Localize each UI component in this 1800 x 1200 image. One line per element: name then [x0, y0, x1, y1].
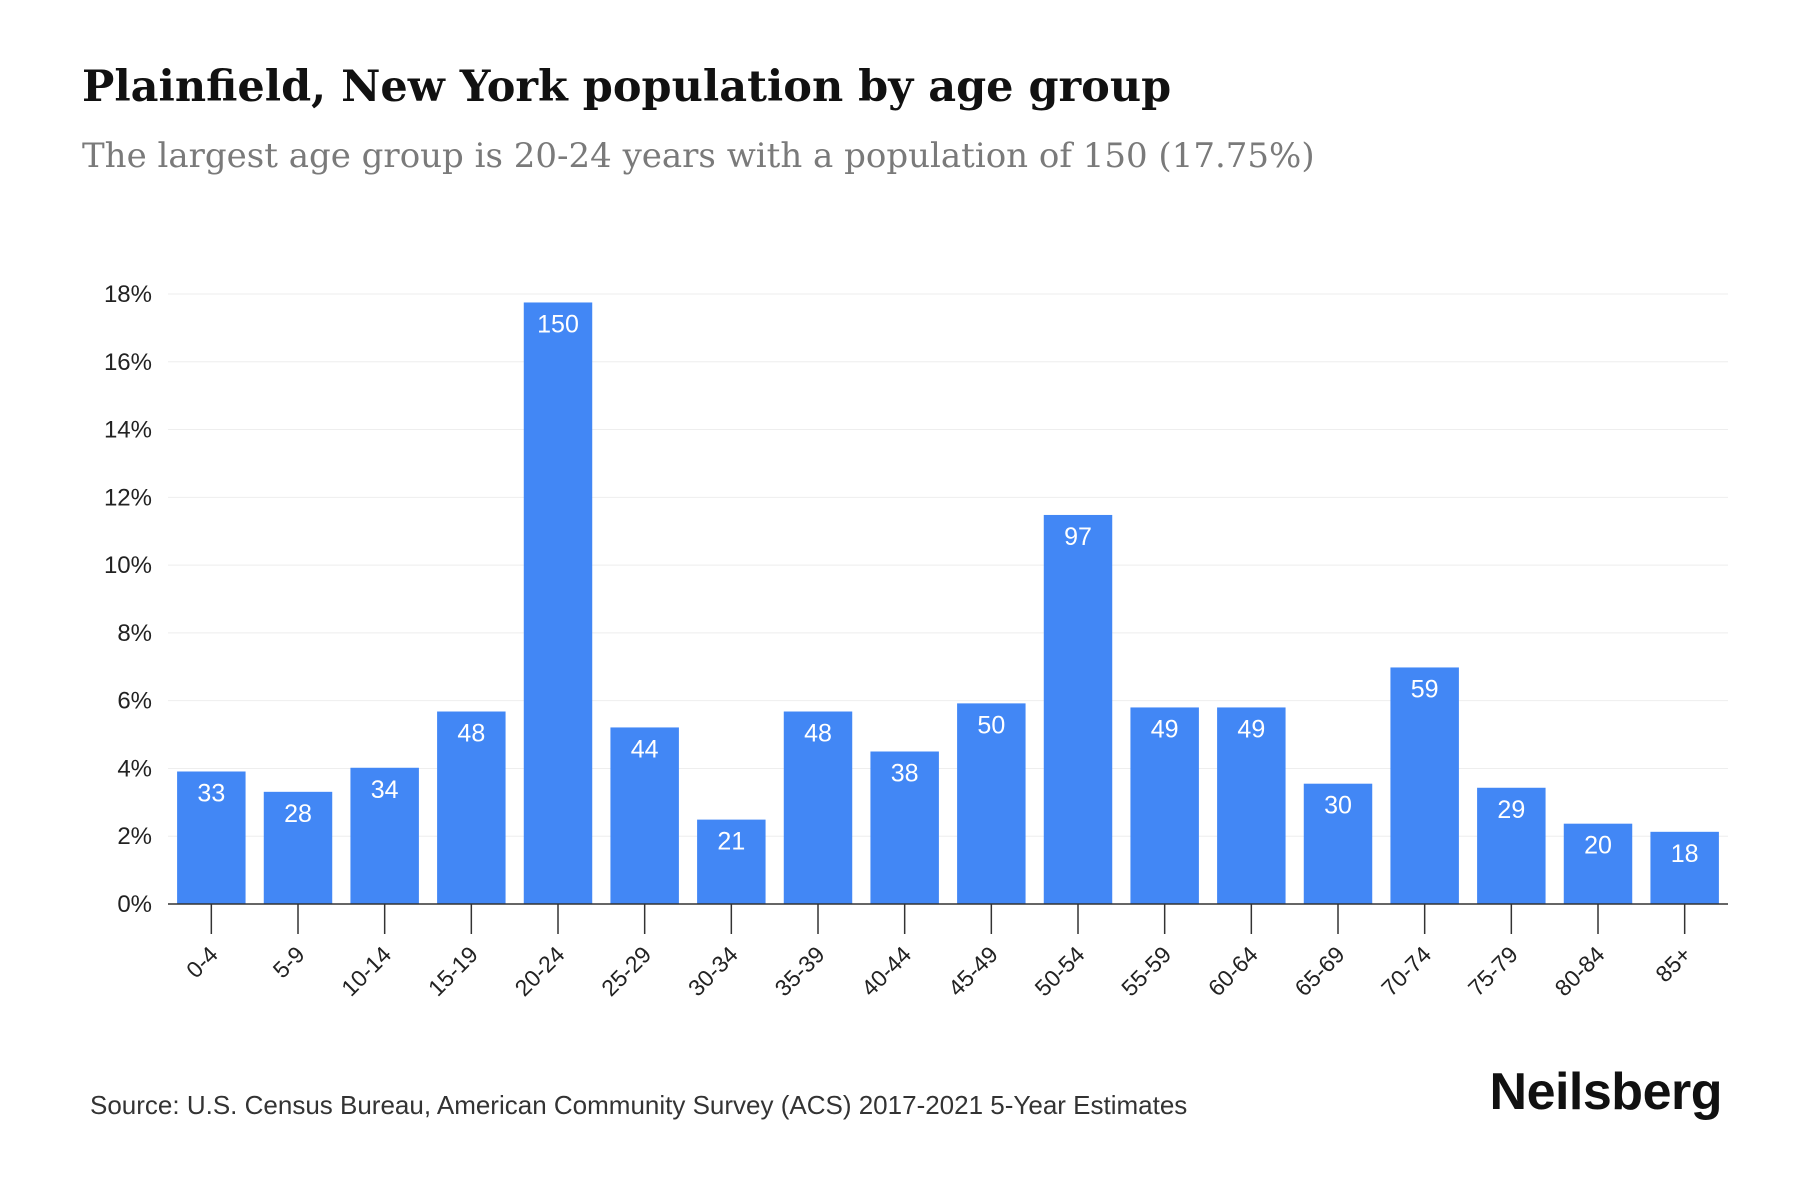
x-tick-label: 35-39 — [770, 941, 830, 1001]
bar-value-label: 30 — [1324, 792, 1352, 820]
bar-value-label: 59 — [1411, 675, 1439, 703]
y-tick-label: 8% — [117, 620, 152, 647]
x-tick-label: 5-9 — [268, 941, 310, 983]
x-tick-label: 85+ — [1650, 941, 1696, 987]
chart-title: Plainfield, New York population by age g… — [82, 62, 1172, 112]
bar — [350, 767, 419, 904]
y-tick-label: 16% — [104, 349, 152, 376]
bar — [437, 711, 506, 904]
y-tick-label: 10% — [104, 552, 152, 579]
bar-value-label: 50 — [977, 711, 1005, 739]
x-tick-label: 20-24 — [510, 941, 570, 1001]
bar-value-label: 18 — [1671, 840, 1699, 868]
x-axis-labels: 0-4 5-9 10-14 15-19 20-24 25-29 30-34 35-39 40-4… — [181, 941, 1696, 1001]
y-tick-label: 18% — [104, 281, 152, 308]
bar — [957, 703, 1026, 904]
y-tick-label: 12% — [104, 484, 152, 511]
bar — [177, 771, 246, 904]
x-tick-label: 30-34 — [683, 941, 743, 1001]
bar — [1563, 823, 1633, 904]
bar — [697, 819, 766, 904]
x-tick-label: 50-54 — [1030, 941, 1090, 1001]
y-tick-label: 2% — [117, 823, 152, 850]
x-tick-label: 75-79 — [1463, 941, 1523, 1001]
y-tick-label: 0% — [117, 891, 152, 918]
y-tick-label: 4% — [117, 755, 152, 782]
bar-value-label: 49 — [1151, 715, 1179, 743]
bar-value-label: 20 — [1584, 832, 1612, 860]
chart-subtitle: The largest age group is 20-24 years wit… — [82, 136, 1315, 176]
bar-value-label: 34 — [371, 776, 399, 804]
y-tick-label: 6% — [117, 688, 152, 715]
bar-value-label: 44 — [631, 735, 659, 763]
bar — [870, 751, 939, 904]
bars: 33 28 34 48 150 44 21 48 38 50 97 49 49 30 59 29 20 18 — [177, 302, 1719, 904]
x-tick-label: 55-59 — [1116, 941, 1176, 1001]
x-tick-label: 70-74 — [1376, 941, 1436, 1001]
x-tick-label: 10-14 — [336, 941, 396, 1001]
bar-chart: 0% 2% 4% 6% 8% 10% 12% 14% 16% 18% 33 28 34 48 150 44 2… — [104, 281, 1728, 1001]
x-tick-label: 25-29 — [596, 941, 656, 1001]
x-axis — [168, 903, 1728, 934]
bar — [523, 302, 593, 904]
bar-value-label: 21 — [717, 828, 745, 856]
bar — [1650, 831, 1719, 904]
bar-value-label: 33 — [197, 779, 225, 807]
x-tick-label: 80-84 — [1550, 941, 1610, 1001]
bar-value-label: 38 — [891, 760, 919, 788]
grid-lines — [168, 293, 1728, 837]
bar-value-label: 97 — [1064, 523, 1092, 551]
bar — [1130, 707, 1199, 904]
bar-value-label: 49 — [1237, 715, 1265, 743]
bar — [610, 727, 679, 904]
x-tick-label: 40-44 — [856, 941, 916, 1001]
x-tick-label: 45-49 — [943, 941, 1003, 1001]
bar-value-label: 48 — [457, 720, 485, 748]
brand-logo: Neilsberg — [1489, 1063, 1723, 1121]
bar — [1477, 787, 1546, 904]
bar — [263, 791, 333, 904]
y-tick-label: 14% — [104, 417, 152, 444]
bar-value-label: 48 — [804, 720, 832, 748]
bar-value-label: 150 — [537, 310, 579, 338]
source-note: Source: U.S. Census Bureau, American Com… — [90, 1090, 1188, 1120]
x-tick-label: 60-64 — [1203, 941, 1263, 1001]
bar — [1303, 783, 1373, 904]
x-tick-label: 15-19 — [423, 941, 483, 1001]
bar — [1217, 707, 1286, 904]
bar-value-label: 29 — [1497, 796, 1525, 824]
x-tick-label: 0-4 — [181, 941, 223, 983]
x-tick-label: 65-69 — [1290, 941, 1350, 1001]
bar — [1043, 514, 1113, 904]
y-axis-ticks: 0% 2% 4% 6% 8% 10% 12% 14% 16% 18% — [104, 281, 152, 918]
bar — [1390, 667, 1459, 904]
bar — [783, 711, 853, 904]
bar-value-label: 28 — [284, 800, 312, 828]
